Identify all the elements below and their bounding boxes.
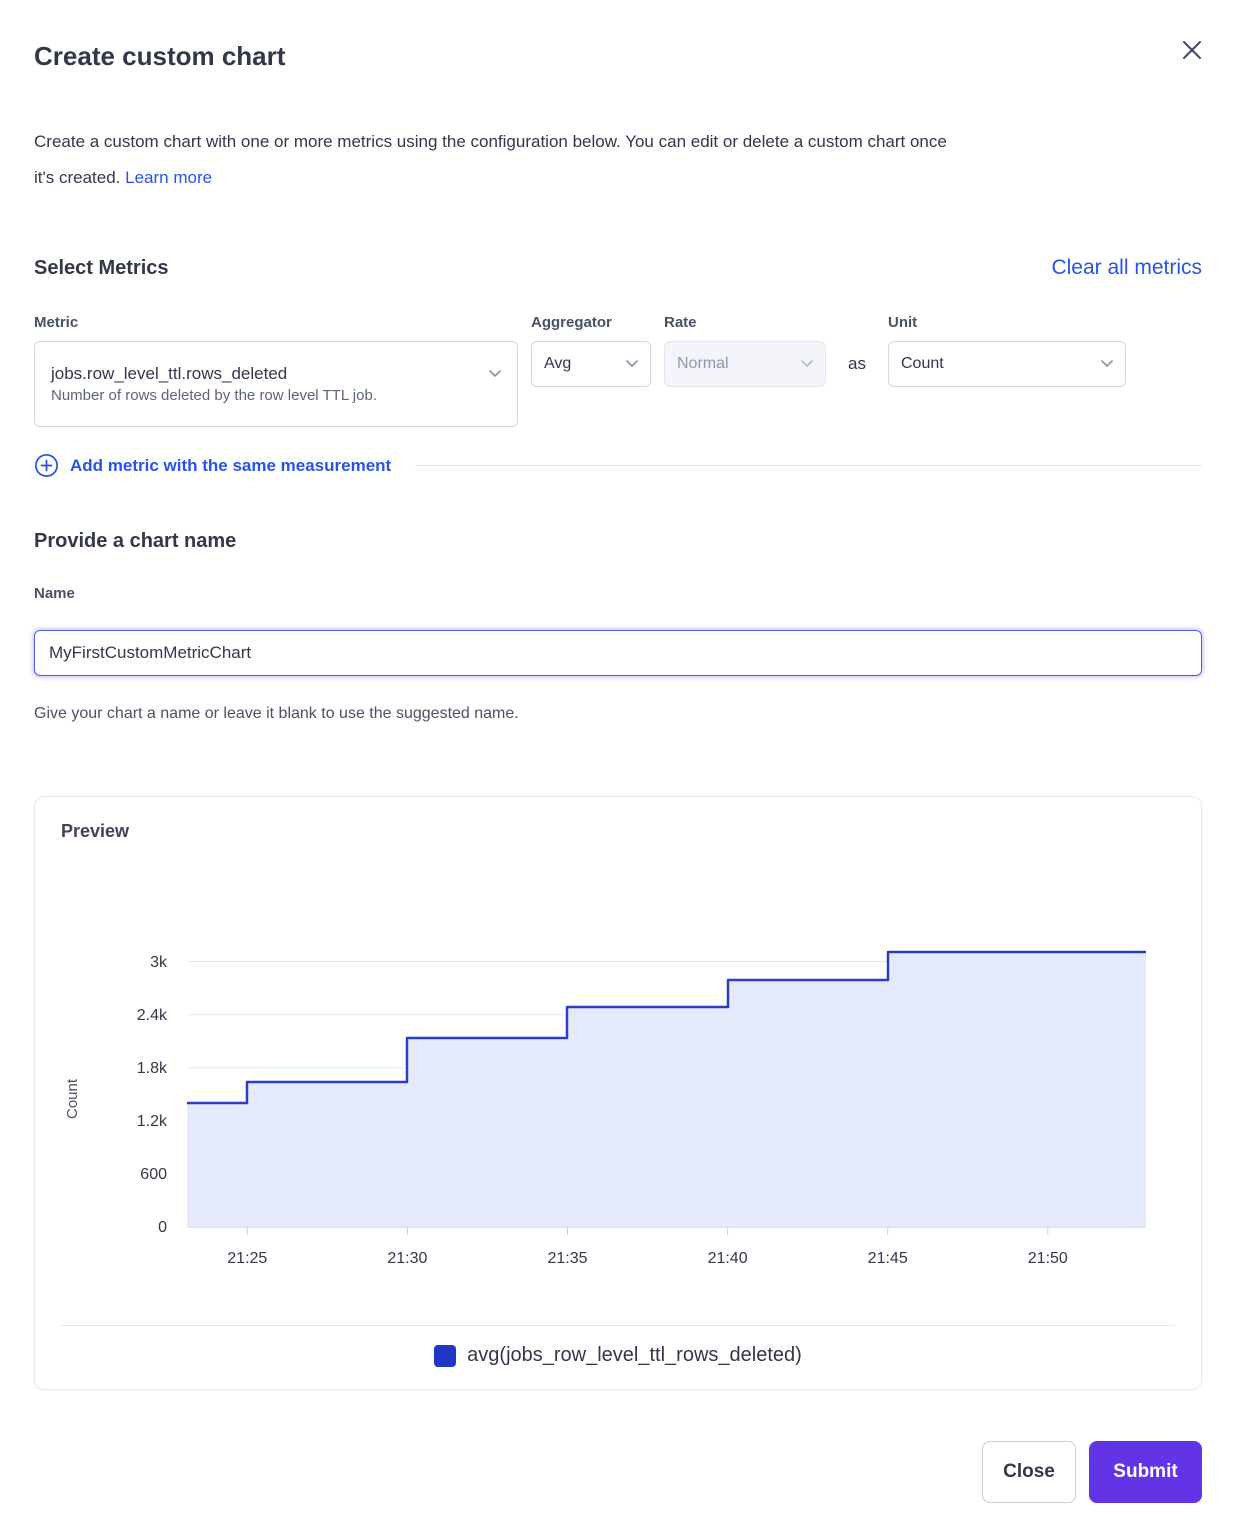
- svg-text:1.8k: 1.8k: [137, 1060, 168, 1077]
- svg-text:1.2k: 1.2k: [137, 1113, 168, 1130]
- svg-text:Count: Count: [64, 1078, 81, 1119]
- svg-text:21:30: 21:30: [387, 1250, 427, 1267]
- svg-text:2.4k: 2.4k: [137, 1007, 168, 1024]
- svg-text:21:35: 21:35: [547, 1250, 587, 1267]
- svg-text:21:25: 21:25: [227, 1250, 267, 1267]
- svg-text:0: 0: [158, 1219, 167, 1236]
- svg-text:600: 600: [140, 1166, 167, 1183]
- svg-text:21:50: 21:50: [1028, 1250, 1068, 1267]
- svg-text:21:40: 21:40: [708, 1250, 748, 1267]
- svg-text:3k: 3k: [150, 954, 168, 971]
- svg-text:21:45: 21:45: [868, 1250, 908, 1267]
